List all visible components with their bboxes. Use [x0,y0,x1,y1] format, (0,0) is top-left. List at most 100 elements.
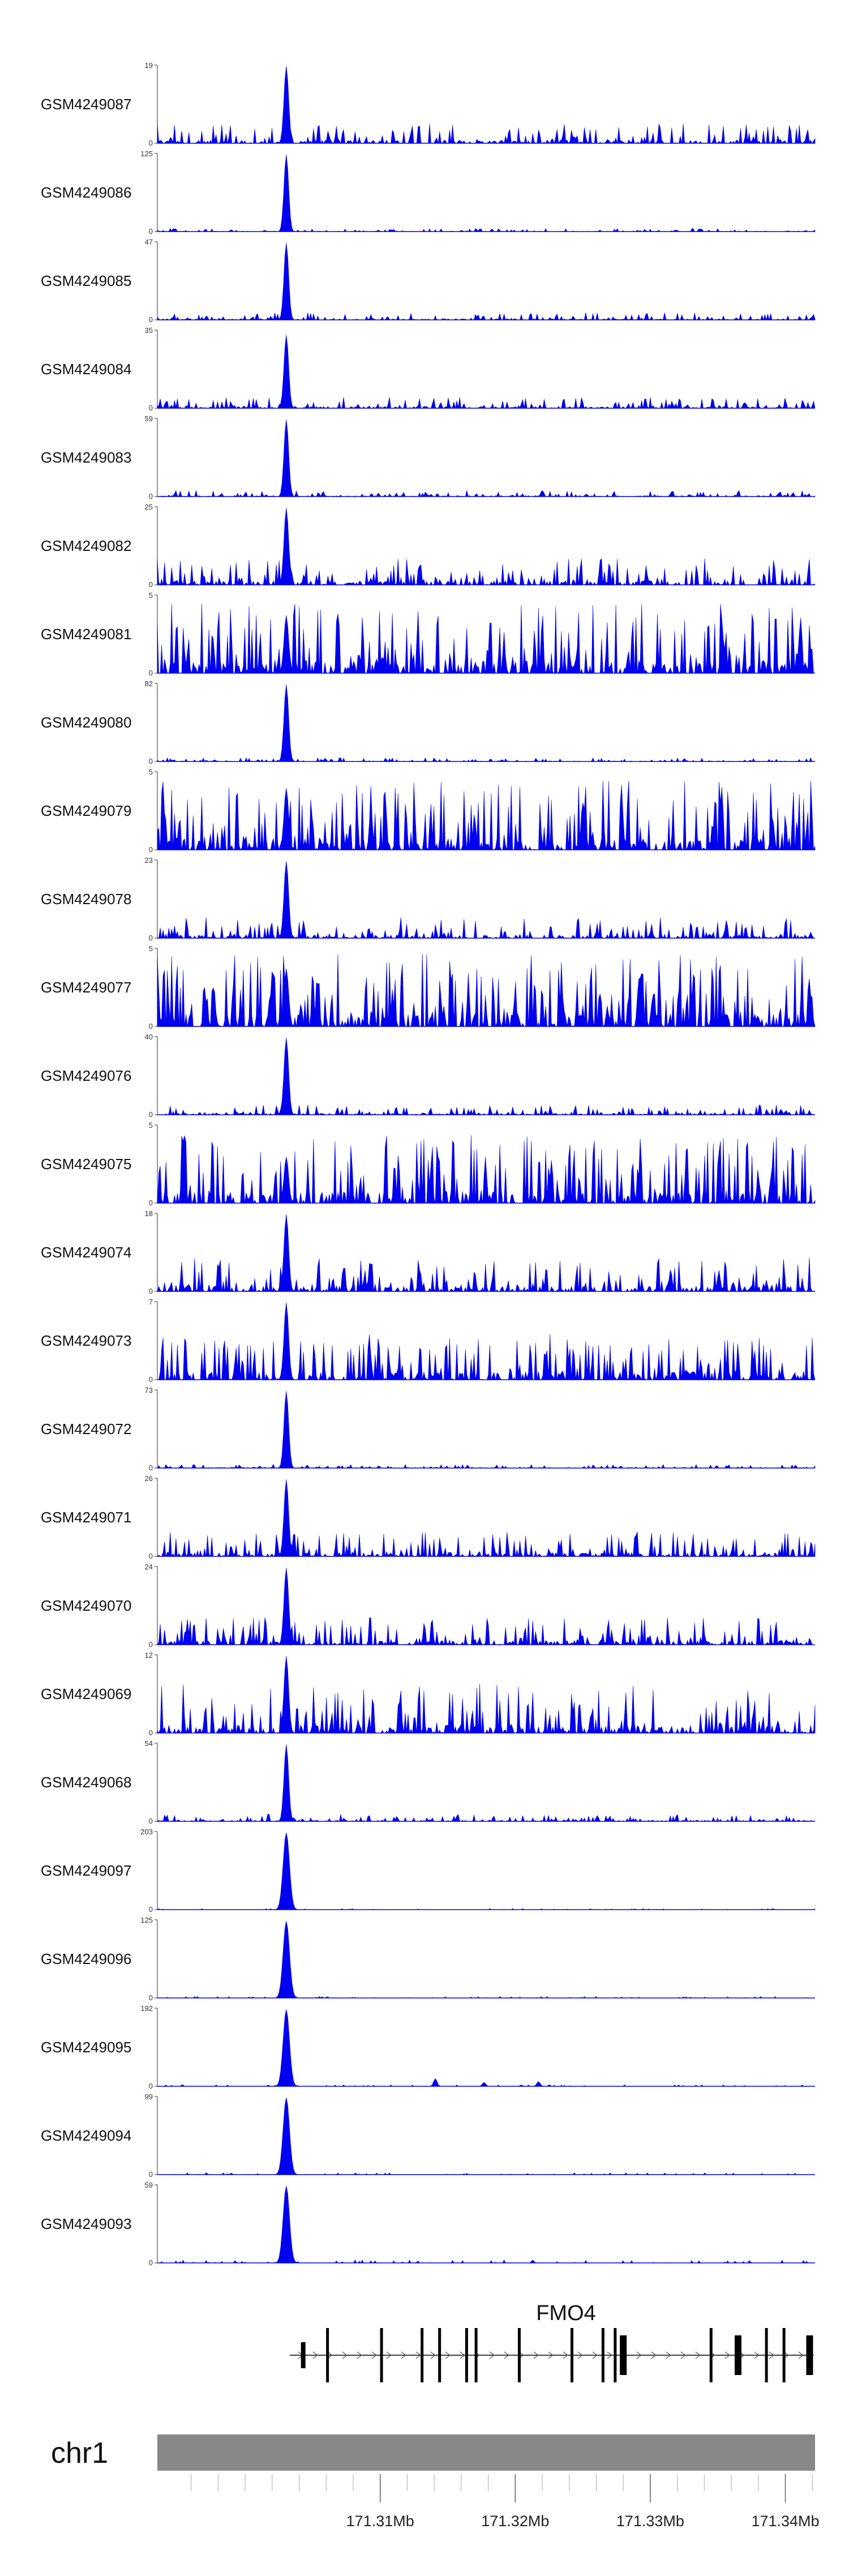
strand-arrow [754,2351,760,2359]
exon [806,2335,813,2375]
strand-arrow [312,2351,318,2359]
y-min-label: 0 [149,1817,153,1825]
y-max-label: 47 [145,238,153,246]
track-gsm4249085: GSM4249085 47 0 [41,238,816,324]
track-gsm4249095: GSM4249095 192 0 [41,2004,815,2090]
strand-arrow [489,2351,495,2359]
y-max-label: 24 [145,1563,153,1571]
y-min-label: 0 [149,1640,153,1649]
track-label: GSM4249084 [41,361,131,378]
track-gsm4249075: GSM4249075 5 0 [41,1121,816,1207]
track-gsm4249081: GSM4249081 5 0 [41,591,815,677]
y-max-label: 5 [149,768,153,776]
y-min-label: 0 [149,2170,153,2179]
y-min-label: 0 [149,1728,153,1737]
y-max-label: 125 [140,1916,153,1924]
exon [614,2328,617,2382]
y-max-label: 40 [145,1033,153,1041]
y-max-label: 7 [149,1298,153,1306]
y-max-label: 82 [145,679,153,688]
coverage-area [157,1832,816,1910]
track-gsm4249086: GSM4249086 125 0 [41,149,816,236]
track-label: GSM4249072 [41,1420,131,1437]
track-label: GSM4249076 [41,1067,131,1084]
coverage-area [157,335,816,409]
exon [326,2328,329,2382]
y-max-label: 35 [145,326,153,335]
coverage-area [157,604,815,674]
exon [438,2328,441,2382]
coverage-area [157,861,816,939]
strand-arrow [533,2351,539,2359]
exon [517,2328,521,2382]
coverage-area [157,242,816,321]
coverage-area [157,1744,816,1822]
y-min-label: 0 [149,1287,153,1295]
gene-model-fmo4: FMO4 [289,2301,814,2382]
x-axis: 171.31Mb 171.32Mb 171.33Mb 171.34Mb [191,2474,820,2530]
y-min-label: 0 [149,1993,153,2002]
exon [474,2328,478,2382]
y-min-label: 0 [149,1110,153,1119]
track-label: GSM4249079 [41,802,131,819]
coverage-area [157,2185,815,2263]
coverage-area [157,1135,816,1204]
x-tick-label: 171.33Mb [616,2513,684,2530]
y-min-label: 0 [149,1199,153,1207]
chromosome-band [157,2434,815,2471]
strand-arrow [415,2351,421,2359]
track-gsm4249070: GSM4249070 24 0 [41,1563,815,1649]
strand-arrow [724,2351,730,2359]
track-gsm4249072: GSM4249072 73 0 [41,1386,816,1472]
track-gsm4249078: GSM4249078 23 0 [41,856,816,942]
strand-arrow [769,2351,774,2359]
y-min-label: 0 [149,315,153,324]
exon [620,2335,627,2375]
y-min-label: 0 [149,1022,153,1030]
track-label: GSM4249080 [41,714,131,731]
y-max-label: 203 [140,1828,153,1836]
track-label: GSM4249096 [41,1950,131,1967]
track-label: GSM4249077 [41,979,131,996]
y-max-label: 12 [145,1651,153,1659]
y-min-label: 0 [149,492,153,500]
x-tick-label: 171.32Mb [481,2513,549,2530]
track-gsm4249097: GSM4249097 203 0 [41,1828,816,1914]
y-max-label: 125 [140,149,153,158]
exon [465,2328,468,2382]
track-label: GSM4249094 [41,2127,131,2144]
coverage-area [157,419,816,497]
strand-arrow [666,2351,671,2359]
exon [571,2328,574,2382]
y-min-label: 0 [149,669,153,677]
y-min-label: 0 [149,404,153,412]
strand-arrow [563,2351,568,2359]
y-max-label: 59 [145,414,153,423]
x-tick-label: 171.34Mb [751,2513,819,2530]
y-max-label: 5 [149,944,153,953]
track-label: GSM4249075 [41,1156,131,1173]
strand-arrow [607,2351,612,2359]
track-gsm4249082: GSM4249082 25 0 [41,503,816,589]
y-max-label: 26 [145,1474,153,1483]
chromosome-label: chr1 [51,2437,108,2470]
y-max-label: 5 [149,1121,153,1129]
chromosome-ideogram: chr1 [51,2434,815,2471]
y-min-label: 0 [149,2258,153,2267]
track-label: GSM4249068 [41,1774,131,1791]
y-max-label: 59 [145,2181,153,2189]
track-gsm4249074: GSM4249074 18 0 [41,1209,816,1295]
coverage-area [157,66,816,144]
y-min-label: 0 [149,227,153,236]
exon [301,2342,306,2368]
track-gsm4249096: GSM4249096 125 0 [41,1916,815,2002]
exon [421,2328,424,2382]
y-min-label: 0 [149,2082,153,2090]
track-label: GSM4249069 [41,1685,131,1702]
coverage-area [157,2009,815,2087]
y-min-label: 0 [149,580,153,589]
strand-arrow [680,2351,686,2359]
track-label: GSM4249095 [41,2039,131,2056]
x-tick-label: 171.31Mb [346,2513,414,2530]
y-max-label: 5 [149,591,153,600]
